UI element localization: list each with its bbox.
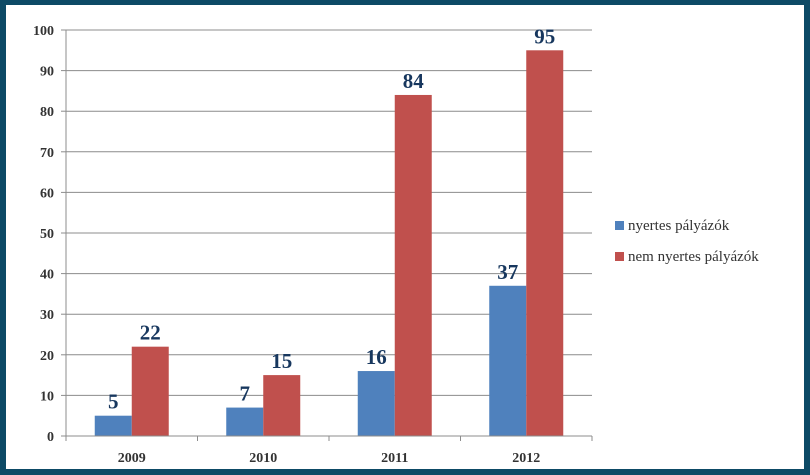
data-label: 5 — [108, 390, 119, 414]
x-axis-ticks: 2009 2010 2011 2012 — [118, 451, 541, 466]
y-tick-label: 60 — [40, 186, 54, 201]
x-tick-label: 2009 — [118, 451, 146, 466]
bar-winning-2011 — [357, 371, 395, 436]
y-tick-label: 70 — [40, 146, 54, 161]
bar-not-winning-2010 — [263, 375, 301, 436]
bars — [94, 50, 564, 437]
y-axis-ticks: 0 10 20 30 40 50 60 70 80 90 100 — [33, 24, 54, 445]
y-tick-label: 80 — [40, 105, 54, 120]
y-tick-label: 50 — [40, 227, 54, 242]
legend-label: nyertes pályázók — [628, 218, 730, 234]
y-tick-label: 0 — [47, 430, 54, 445]
data-labels: 5 22 7 15 16 84 37 95 — [108, 24, 555, 413]
bar-not-winning-2009 — [131, 346, 169, 436]
data-label: 95 — [534, 24, 555, 48]
data-label: 22 — [140, 321, 161, 345]
y-tick-label: 30 — [40, 308, 54, 323]
data-label: 84 — [403, 69, 425, 93]
bar-not-winning-2012 — [526, 50, 564, 437]
x-tick-label: 2011 — [381, 451, 408, 466]
y-tick-label: 90 — [40, 65, 54, 80]
x-tick-label: 2012 — [512, 451, 540, 466]
bar-not-winning-2011 — [394, 94, 432, 437]
legend-label: nem nyertes pályázók — [628, 249, 759, 265]
data-label: 7 — [240, 382, 251, 406]
axes — [61, 29, 593, 441]
legend-swatch — [615, 252, 624, 261]
bar-winning-2009 — [94, 415, 132, 436]
chart-panel: 0 10 20 30 40 50 60 70 80 90 100 5 22 7 15 16 84 37 95 20… — [6, 5, 804, 469]
y-tick-label: 20 — [40, 349, 54, 364]
data-label: 37 — [497, 260, 518, 284]
legend: nyertes pályázók nem nyertes pályázók — [615, 218, 759, 265]
y-tick-label: 100 — [33, 24, 54, 39]
bar-chart: 0 10 20 30 40 50 60 70 80 90 100 5 22 7 15 16 84 37 95 20… — [33, 24, 759, 466]
y-tick-label: 40 — [40, 268, 54, 283]
bar-winning-2012 — [489, 285, 527, 436]
x-tick-label: 2010 — [249, 451, 277, 466]
data-label: 16 — [366, 345, 387, 369]
data-label: 15 — [271, 349, 292, 373]
y-tick-label: 10 — [40, 389, 54, 404]
bar-winning-2010 — [226, 407, 264, 436]
legend-swatch — [615, 221, 624, 230]
